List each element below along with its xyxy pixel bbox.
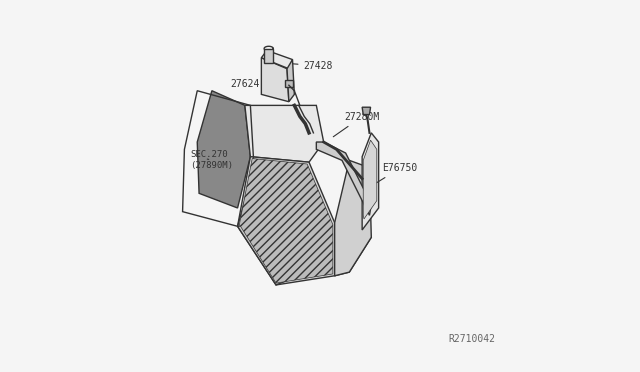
Polygon shape bbox=[264, 49, 273, 63]
Text: SEC.270
(27890M): SEC.270 (27890M) bbox=[190, 150, 233, 170]
Text: 27624: 27624 bbox=[230, 79, 267, 89]
Polygon shape bbox=[237, 157, 335, 285]
Text: 27280M: 27280M bbox=[333, 112, 379, 137]
Polygon shape bbox=[261, 51, 292, 69]
Polygon shape bbox=[197, 91, 250, 208]
Polygon shape bbox=[239, 158, 333, 283]
Polygon shape bbox=[362, 133, 379, 230]
Text: R2710042: R2710042 bbox=[448, 334, 495, 344]
Text: E76750: E76750 bbox=[374, 163, 417, 185]
Polygon shape bbox=[316, 142, 371, 215]
Text: 27428: 27428 bbox=[288, 61, 333, 71]
Polygon shape bbox=[261, 58, 289, 102]
Polygon shape bbox=[285, 80, 292, 87]
Polygon shape bbox=[364, 140, 377, 219]
Polygon shape bbox=[237, 223, 294, 285]
Polygon shape bbox=[335, 204, 371, 276]
Polygon shape bbox=[287, 60, 294, 102]
Polygon shape bbox=[362, 107, 371, 115]
Polygon shape bbox=[335, 160, 371, 276]
Polygon shape bbox=[245, 105, 324, 162]
